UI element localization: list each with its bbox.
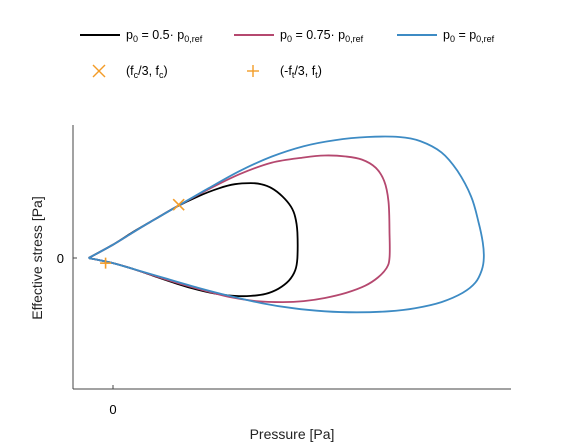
marker-2 [100,257,112,269]
legend: p0 = 0.5· p0,ref p0 = 0.75· p0,ref p0 = p0… [80,28,495,80]
legend-label-2: p0 = 0.75· p0,ref [280,28,364,44]
marker-layer [100,198,185,269]
x-tick-label: 0 [109,402,116,417]
series-layer [88,135,485,314]
y-axis-label: Effective stress [Pa] [29,196,45,319]
legend-label-1: p0 = 0.5· p0,ref [126,28,203,44]
y-tick-label: 0 [57,251,64,266]
legend-marker-label-1: (fc/3, fc) [126,64,168,80]
legend-marker-label-2: (-ft/3, ft) [280,64,322,80]
legend-marker-1 [92,64,106,78]
marker-1 [172,198,185,211]
legend-label-3: p0 = p0,ref [443,28,495,44]
plot-area: 00 [57,125,511,417]
legend-marker-2 [247,65,259,77]
x-axis-label: Pressure [Pa] [250,426,335,442]
axis-ticks: 00 [57,251,117,417]
series-line-2 [88,154,391,304]
series-line-3 [88,135,485,314]
